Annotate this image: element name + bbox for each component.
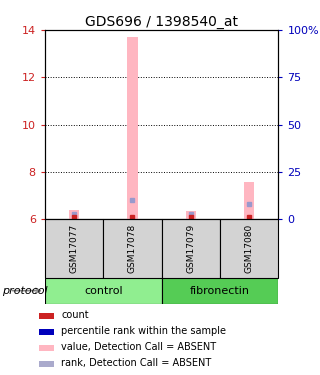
- Text: protocol: protocol: [2, 286, 47, 296]
- Text: rank, Detection Call = ABSENT: rank, Detection Call = ABSENT: [61, 358, 212, 368]
- Text: GSM17077: GSM17077: [69, 224, 78, 273]
- Bar: [45, 278, 162, 304]
- Bar: [162, 278, 278, 304]
- Text: value, Detection Call = ABSENT: value, Detection Call = ABSENT: [61, 342, 216, 352]
- Bar: [69, 210, 79, 219]
- Bar: [39, 329, 54, 335]
- Text: GSM17080: GSM17080: [245, 224, 254, 273]
- Text: percentile rank within the sample: percentile rank within the sample: [61, 326, 226, 336]
- Bar: [244, 182, 254, 219]
- Text: count: count: [61, 310, 89, 321]
- Bar: [127, 37, 138, 219]
- Bar: [162, 219, 220, 278]
- Bar: [45, 219, 103, 278]
- Bar: [39, 361, 54, 367]
- Bar: [39, 313, 54, 319]
- Bar: [103, 219, 162, 278]
- Text: GSM17078: GSM17078: [128, 224, 137, 273]
- Bar: [39, 345, 54, 351]
- Text: GSM17079: GSM17079: [186, 224, 195, 273]
- Text: fibronectin: fibronectin: [190, 286, 250, 296]
- Bar: [186, 211, 196, 219]
- Text: control: control: [84, 286, 123, 296]
- Bar: [220, 219, 278, 278]
- Title: GDS696 / 1398540_at: GDS696 / 1398540_at: [85, 15, 238, 29]
